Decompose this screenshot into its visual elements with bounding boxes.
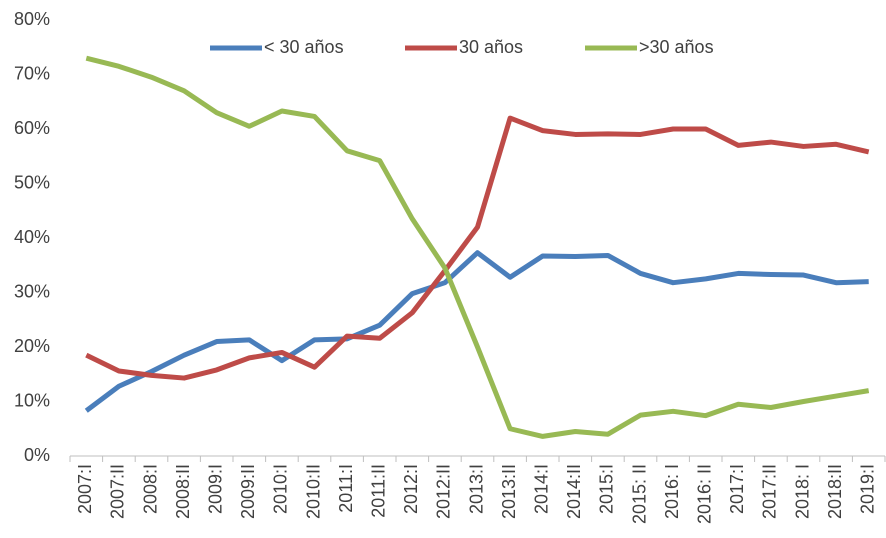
x-tick-label: 2016: I [662,464,682,519]
x-tick-label: 2017:II [760,464,780,519]
x-tick-label: 2007:II [108,464,128,519]
x-tick-label: 2014:I [531,464,551,514]
x-tick-label: 2015:I [597,464,617,514]
legend-label: >30 años [639,37,714,57]
x-tick-label: 2010:I [271,464,291,514]
y-tick-label: 0% [24,445,50,465]
legend-label: 30 años [459,37,523,57]
x-tick-label: 2007:I [75,464,95,514]
x-tick-label: 2012:I [401,464,421,514]
y-tick-label: 40% [14,227,50,247]
series-line [85,55,870,439]
series-line [85,115,870,381]
legend-label: < 30 años [264,37,344,57]
y-tick-label: 70% [14,63,50,83]
x-tick-label: 2016: II [694,464,714,524]
x-tick-label: 2011:I [336,464,356,513]
y-tick-label: 20% [14,336,50,356]
y-tick-label: 80% [14,9,50,29]
x-tick-label: 2009:II [238,464,258,519]
y-tick-label: 60% [14,118,50,138]
x-tick-label: 2009:I [205,464,225,514]
x-tick-label: 2015: II [629,464,649,524]
series-line [84,250,869,413]
x-tick-label: 2018:II [825,464,845,519]
y-tick-label: 30% [14,281,50,301]
x-tick-label: 2013:I [466,464,486,514]
x-tick-label: 2018: I [792,464,812,519]
y-tick-label: 50% [14,172,50,192]
y-tick-label: 10% [14,390,50,410]
x-tick-label: 2012:II [434,464,454,519]
x-tick-label: 2008:II [173,464,193,519]
x-tick-label: 2019:I [857,464,877,514]
x-tick-label: 2014:II [564,464,584,519]
x-tick-label: 2017:I [727,464,747,514]
x-tick-label: 2013:II [499,464,519,519]
x-tick-label: 2011:II [368,464,388,518]
x-tick-label: 2010:II [303,464,323,519]
x-tick-label: 2008:I [140,464,160,514]
